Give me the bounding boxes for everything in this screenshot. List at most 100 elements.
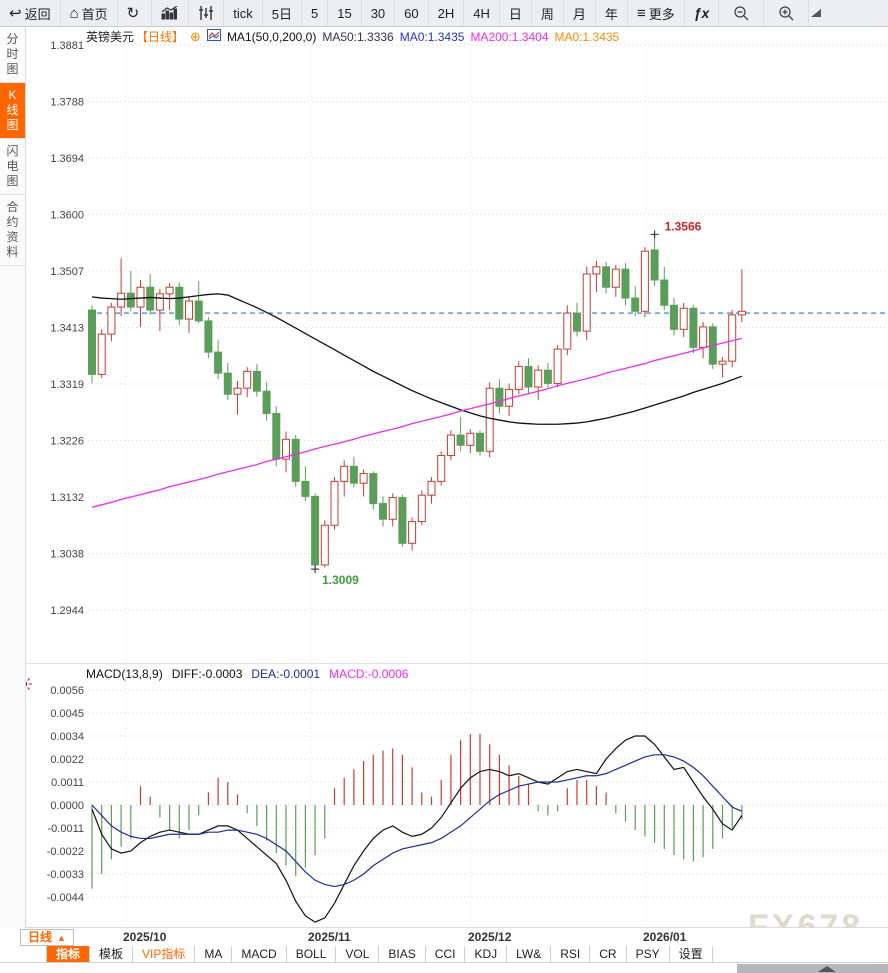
svg-text:1.3881: 1.3881	[50, 40, 84, 52]
period-year[interactable]: 年	[596, 0, 628, 26]
svg-text:0.0045: 0.0045	[50, 708, 84, 720]
scrollbar-thumb[interactable]	[737, 964, 888, 973]
svg-text:1.3319: 1.3319	[50, 379, 84, 391]
zoom-in-button[interactable]	[764, 0, 810, 26]
tab-psy[interactable]: PSY	[627, 946, 670, 962]
period-tag: 【日线】	[136, 30, 185, 44]
zoom-out-button[interactable]	[719, 0, 765, 26]
ma50-value: MA50:1.3336	[322, 29, 394, 44]
arrow-up-icon: ▲	[57, 933, 66, 943]
period-selector-box[interactable]: 日线 ▲	[20, 929, 74, 946]
toolbar: ↩ 返回 ⌂ 首页 ↻ tick 5日	[0, 0, 888, 27]
candle-chart-button[interactable]	[189, 0, 225, 26]
period-tick[interactable]: tick	[224, 0, 263, 26]
tab-label: 指标	[56, 947, 81, 961]
tab-label: 模板	[99, 947, 124, 961]
period-day-label: 日	[508, 6, 522, 22]
sidebar-item-lightning-chart[interactable]: 闪电图	[0, 139, 25, 195]
tab-rsi[interactable]: RSI	[551, 946, 591, 962]
ma50-line	[91, 293, 743, 425]
period-5[interactable]: 5	[302, 0, 329, 26]
indicator-tabs: 指标 模板 VIP指标 MA MACD BOLL VOL BIAS CCI KD…	[0, 946, 888, 963]
sidebar-item-time-chart[interactable]: 分时图	[0, 27, 25, 83]
macd-diff-value: DIFF:-0.0003	[171, 667, 243, 681]
sidebar-item-kline-chart[interactable]: K线图	[0, 83, 25, 139]
period-30-label: 30	[370, 5, 386, 21]
x-axis-label: 2025/12	[468, 930, 512, 944]
back-button[interactable]: ↩ 返回	[0, 0, 61, 26]
period-5-label: 5	[310, 5, 319, 21]
tab-kdj[interactable]: KDJ	[465, 946, 508, 962]
period-2h[interactable]: 2H	[429, 0, 465, 26]
ma200-line	[91, 337, 743, 508]
draw-tool-button[interactable]	[809, 0, 825, 26]
more-label: 更多	[648, 6, 675, 22]
sidebar-item-label: 合约资料	[6, 200, 19, 259]
macd-value: MACD:-0.0006	[329, 667, 409, 681]
price-annotations: 1.3566 1.3009	[311, 219, 702, 587]
collapse-pane-icon[interactable]: ⊕	[190, 28, 201, 44]
tab-vol[interactable]: VOL	[336, 946, 380, 962]
triangle-icon	[811, 7, 823, 19]
magnifier-minus-icon	[733, 5, 749, 21]
line-chart-button[interactable]	[152, 0, 190, 26]
svg-text:-0.0022: -0.0022	[47, 846, 84, 858]
tab-settings[interactable]: 设置	[670, 946, 713, 962]
period-week[interactable]: 周	[532, 0, 564, 26]
tab-label: CCI	[434, 947, 456, 961]
tab-cci[interactable]: CCI	[426, 946, 466, 962]
grid-lines	[88, 40, 888, 923]
tab-label: 设置	[678, 947, 703, 961]
bar-chart-icon	[161, 6, 179, 20]
ma200-value: MA200:1.3404	[470, 29, 549, 44]
svg-text:-0.0011: -0.0011	[48, 823, 85, 835]
mini-chart-icon[interactable]	[206, 29, 221, 44]
period-60[interactable]: 60	[395, 0, 429, 26]
more-button[interactable]: ≡ 更多	[628, 0, 685, 26]
tab-template[interactable]: 模板	[90, 946, 134, 962]
period-5d[interactable]: 5日	[263, 0, 302, 26]
candle-columns-icon	[198, 6, 214, 20]
svg-text:1.3413: 1.3413	[50, 323, 84, 335]
period-4h[interactable]: 4H	[464, 0, 500, 26]
tab-cr[interactable]: CR	[590, 946, 627, 962]
refresh-icon: ↻	[126, 5, 140, 22]
tab-ma[interactable]: MA	[195, 946, 233, 962]
period-month[interactable]: 月	[564, 0, 596, 26]
macd-pane-header: MACD(13,8,9) DIFF:-0.0003 DEA:-0.0001 MA…	[86, 667, 408, 681]
tab-bias[interactable]: BIAS	[379, 946, 426, 962]
home-label: 首页	[81, 6, 108, 22]
svg-text:1.3566: 1.3566	[665, 219, 702, 233]
svg-text:1.3600: 1.3600	[50, 210, 84, 222]
sidebar: 分时图 K线图 闪电图 合约资料	[0, 27, 26, 928]
tab-label: MACD	[241, 947, 277, 961]
period-15[interactable]: 15	[328, 0, 362, 26]
svg-text:1.3507: 1.3507	[50, 266, 84, 278]
sidebar-item-contract-info[interactable]: 合约资料	[0, 195, 25, 266]
tab-boll[interactable]: BOLL	[287, 946, 337, 962]
price-pane-header: 英镑美元 【日线】 ⊕ MA1(50,0,200,0) MA50:1.3336 …	[86, 28, 619, 45]
refresh-button[interactable]: ↻	[118, 0, 153, 26]
home-button[interactable]: ⌂ 首页	[61, 0, 118, 26]
x-axis-label: 2026/01	[643, 930, 687, 944]
tab-label: MA	[204, 947, 223, 961]
tab-macd[interactable]: MACD	[232, 946, 287, 962]
home-icon: ⌂	[69, 4, 79, 22]
period-day[interactable]: 日	[500, 0, 532, 26]
sidebar-item-label: K线图	[6, 88, 19, 132]
tab-vip-indicator[interactable]: VIP指标	[133, 946, 196, 962]
tab-label: RSI	[560, 947, 581, 961]
horizontal-scrollbar[interactable]	[0, 962, 888, 973]
tab-indicator[interactable]: 指标	[47, 946, 91, 962]
fx-indicator-button[interactable]: ƒx	[685, 0, 720, 26]
period-30[interactable]: 30	[362, 0, 396, 26]
scroll-up-arrow-icon[interactable]	[818, 966, 836, 972]
tab-label: KDJ	[474, 947, 498, 961]
tab-lw[interactable]: LW&	[507, 946, 552, 962]
symbol-name: 英镑美元	[86, 30, 135, 44]
tabs-spacer	[0, 946, 47, 962]
tab-label: CR	[599, 947, 617, 961]
x-axis-label: 2025/11	[308, 930, 351, 944]
